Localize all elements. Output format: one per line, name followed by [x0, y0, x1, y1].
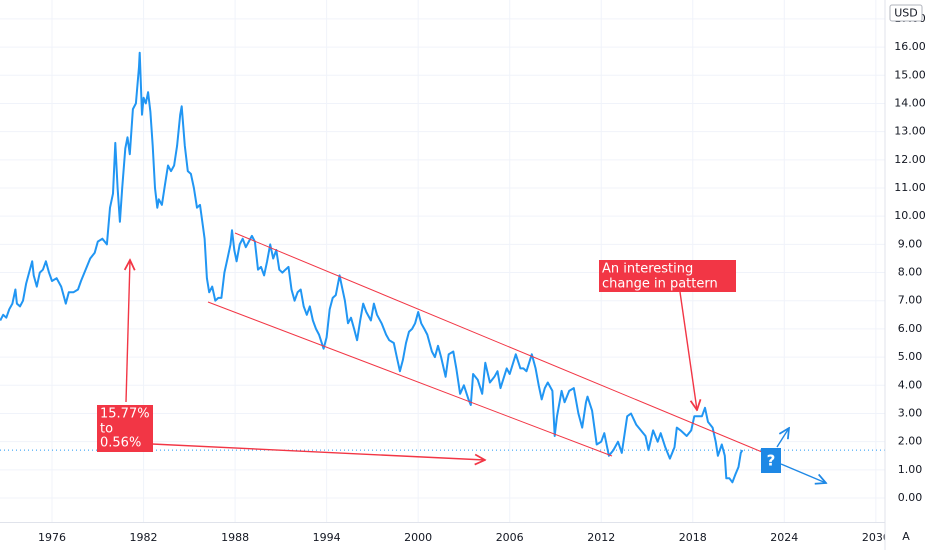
- arrow: [780, 463, 826, 483]
- y-tick-label: 6.00: [898, 322, 923, 335]
- y-tick-label: 4.00: [898, 378, 923, 391]
- y-tick-label: 7.00: [898, 294, 923, 307]
- y-tick-label: 3.00: [898, 406, 923, 419]
- arrow: [679, 291, 697, 410]
- arrow: [126, 260, 130, 403]
- x-tick-label: 2030: [862, 531, 890, 544]
- y-tick-label: 14.00: [894, 96, 926, 109]
- x-tick-label: 2006: [496, 531, 524, 544]
- annotation-text: 15.77%: [100, 407, 150, 422]
- y-tick-label: 5.00: [898, 350, 923, 363]
- x-tick-label: 1976: [38, 531, 66, 544]
- x-tick-label: 1994: [313, 531, 341, 544]
- y-tick-label: 9.00: [898, 237, 923, 250]
- drawings: 15.77% to 0.56% An interesting change in…: [97, 232, 826, 483]
- annotation-box: [599, 260, 736, 292]
- x-tick-label: 2000: [404, 531, 432, 544]
- price-line-series: [0, 51, 744, 484]
- y-tick-label: 2.00: [898, 435, 923, 448]
- arrow: [151, 443, 485, 460]
- currency: USD: [894, 7, 918, 20]
- channel-lower: [207, 301, 613, 457]
- y-tick-label: 10.00: [894, 209, 926, 222]
- x-tick-label: 1988: [221, 531, 249, 544]
- y-tick-label: 16.00: [894, 40, 926, 53]
- annotation-text: ?: [767, 452, 776, 470]
- auto-scale-button[interactable]: [897, 528, 915, 546]
- annotation-box: [761, 448, 781, 473]
- y-tick-label: 12.00: [894, 153, 926, 166]
- x-axis: 1976 1982 1988 1994 2000 2006 2012 2018 2024 2030: [38, 531, 890, 544]
- y-tick-label: 1.00: [898, 463, 923, 476]
- x-tick-label: 1982: [130, 531, 158, 544]
- x-tick-label: 2024: [770, 531, 798, 544]
- annotation-text: 0.56%: [100, 436, 141, 451]
- auto-scale-label[interactable]: A: [902, 530, 910, 543]
- y-tick-label: 11.00: [894, 181, 926, 194]
- annotation-text: to: [100, 422, 113, 437]
- x-tick-label: 2018: [679, 531, 707, 544]
- y-tick-label: 8.00: [898, 266, 923, 279]
- annotation-text: An interesting: [602, 262, 693, 277]
- annotation-box: [97, 405, 153, 452]
- plot-area: [0, 51, 885, 484]
- y-tick-label: 0.00: [898, 491, 923, 504]
- arrow: [776, 428, 789, 448]
- y-tick-label: 13.00: [894, 125, 926, 138]
- x-tick-label: 2012: [587, 531, 615, 544]
- channel-upper: [234, 232, 763, 453]
- currency-badge: [889, 4, 923, 22]
- annotation-text: change in pattern: [602, 277, 718, 292]
- y-axis-panel: [885, 0, 932, 550]
- y-tick-label: 15.00: [894, 68, 926, 81]
